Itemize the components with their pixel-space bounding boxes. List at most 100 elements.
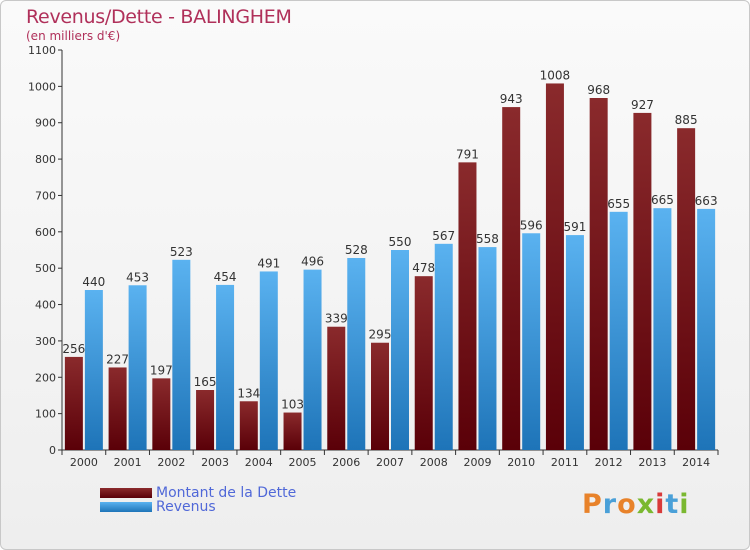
data-label-revenus: 496 (301, 255, 324, 269)
x-tick-label: 2013 (638, 456, 666, 469)
data-label-dette: 134 (237, 386, 260, 400)
bar-revenus (609, 211, 628, 450)
data-label-revenus: 491 (257, 256, 280, 270)
bar-dette (502, 107, 521, 450)
x-tick-label: 2002 (157, 456, 185, 469)
bar-dette (545, 83, 564, 451)
bar-revenus (565, 235, 584, 450)
y-tick-label: 200 (35, 371, 56, 384)
y-tick-label: 800 (35, 153, 56, 166)
data-label-dette: 197 (150, 363, 173, 377)
data-label-dette: 943 (500, 92, 523, 106)
legend-label-dette: Montant de la Dette (156, 485, 297, 501)
y-tick-label: 1000 (28, 80, 56, 93)
y-tick-label: 400 (35, 299, 56, 312)
logo-letter: r (602, 489, 618, 520)
x-tick-label: 2009 (463, 456, 491, 469)
bar-revenus (697, 208, 716, 450)
data-label-dette: 927 (631, 98, 654, 112)
x-tick-label: 2008 (420, 456, 448, 469)
x-tick-label: 2007 (376, 456, 404, 469)
legend-swatch-revenus (100, 502, 152, 512)
bar-revenus (434, 243, 453, 450)
bar-dette (239, 401, 258, 450)
y-tick-label: 500 (35, 262, 56, 275)
x-tick-label: 2014 (682, 456, 710, 469)
bar-dette (633, 112, 652, 450)
data-label-revenus: 558 (476, 232, 499, 246)
bar-revenus (84, 290, 103, 450)
data-label-dette: 256 (62, 342, 85, 356)
bar-revenus (653, 208, 672, 450)
chart-subtitle: (en milliers d'€) (26, 29, 121, 43)
x-tick-label: 2010 (507, 456, 535, 469)
data-label-revenus: 596 (520, 218, 543, 232)
data-label-revenus: 528 (345, 243, 368, 257)
bar-dette (152, 378, 171, 450)
data-label-revenus: 440 (82, 275, 105, 289)
x-tick-label: 2001 (114, 456, 142, 469)
x-tick-label: 2005 (289, 456, 317, 469)
bar-dette (458, 162, 477, 450)
data-label-dette: 478 (412, 261, 435, 275)
data-label-dette: 227 (106, 352, 129, 366)
y-tick-label: 0 (49, 444, 56, 457)
data-label-revenus: 655 (607, 197, 630, 211)
bar-revenus (259, 271, 278, 450)
bar-revenus (347, 258, 366, 450)
x-tick-label: 2006 (332, 456, 360, 469)
legend-item-revenus: Revenus (100, 499, 296, 515)
bar-revenus (216, 284, 235, 450)
bar-dette (196, 390, 215, 450)
y-tick-label: 600 (35, 226, 56, 239)
data-label-dette: 1008 (540, 68, 571, 82)
data-label-dette: 339 (325, 312, 348, 326)
logo-letter: t (665, 489, 680, 520)
data-label-dette: 885 (675, 113, 698, 127)
data-label-dette: 165 (194, 375, 217, 389)
x-tick-label: 2011 (551, 456, 579, 469)
x-tick-label: 2000 (70, 456, 98, 469)
logo-letter: o (617, 489, 637, 520)
bar-dette (108, 367, 127, 450)
y-tick-label: 1100 (28, 44, 56, 57)
bar-dette (327, 326, 346, 450)
data-label-revenus: 453 (126, 270, 149, 284)
data-label-revenus: 454 (214, 270, 237, 284)
legend-swatch-dette (100, 488, 152, 498)
data-label-dette: 103 (281, 398, 304, 412)
data-label-revenus: 550 (389, 235, 412, 249)
data-label-revenus: 665 (651, 193, 674, 207)
bar-revenus (128, 285, 147, 450)
bar-revenus (391, 250, 409, 450)
x-tick-label: 2003 (201, 456, 229, 469)
logo-letter: x (636, 489, 656, 520)
bar-dette (283, 412, 302, 450)
bar-dette (64, 356, 83, 450)
chart-title: Revenus/Dette - BALINGHEM (26, 6, 292, 28)
data-label-revenus: 523 (170, 245, 193, 259)
y-tick-label: 900 (35, 117, 56, 130)
data-label-revenus: 591 (563, 220, 586, 234)
y-tick-label: 700 (35, 189, 56, 202)
data-label-dette: 295 (369, 328, 392, 342)
bar-revenus (303, 269, 322, 450)
x-tick-label: 2004 (245, 456, 273, 469)
logo-letter: i (679, 489, 690, 520)
proxiti-logo: Proxiti (582, 489, 690, 520)
data-label-revenus: 567 (432, 229, 455, 243)
bar-revenus (478, 247, 497, 450)
legend-label-revenus: Revenus (156, 499, 216, 515)
bar-dette (589, 98, 608, 450)
legend: Montant de la Dette Revenus (100, 485, 297, 515)
data-label-dette: 791 (456, 147, 479, 161)
bar-dette (371, 342, 389, 450)
y-tick-label: 300 (35, 335, 56, 348)
bar-revenus (172, 259, 191, 450)
bar-dette (414, 276, 433, 450)
x-tick-label: 2012 (595, 456, 623, 469)
data-label-revenus: 663 (695, 194, 718, 208)
bar-dette (677, 128, 696, 450)
logo-letter: P (582, 489, 603, 520)
